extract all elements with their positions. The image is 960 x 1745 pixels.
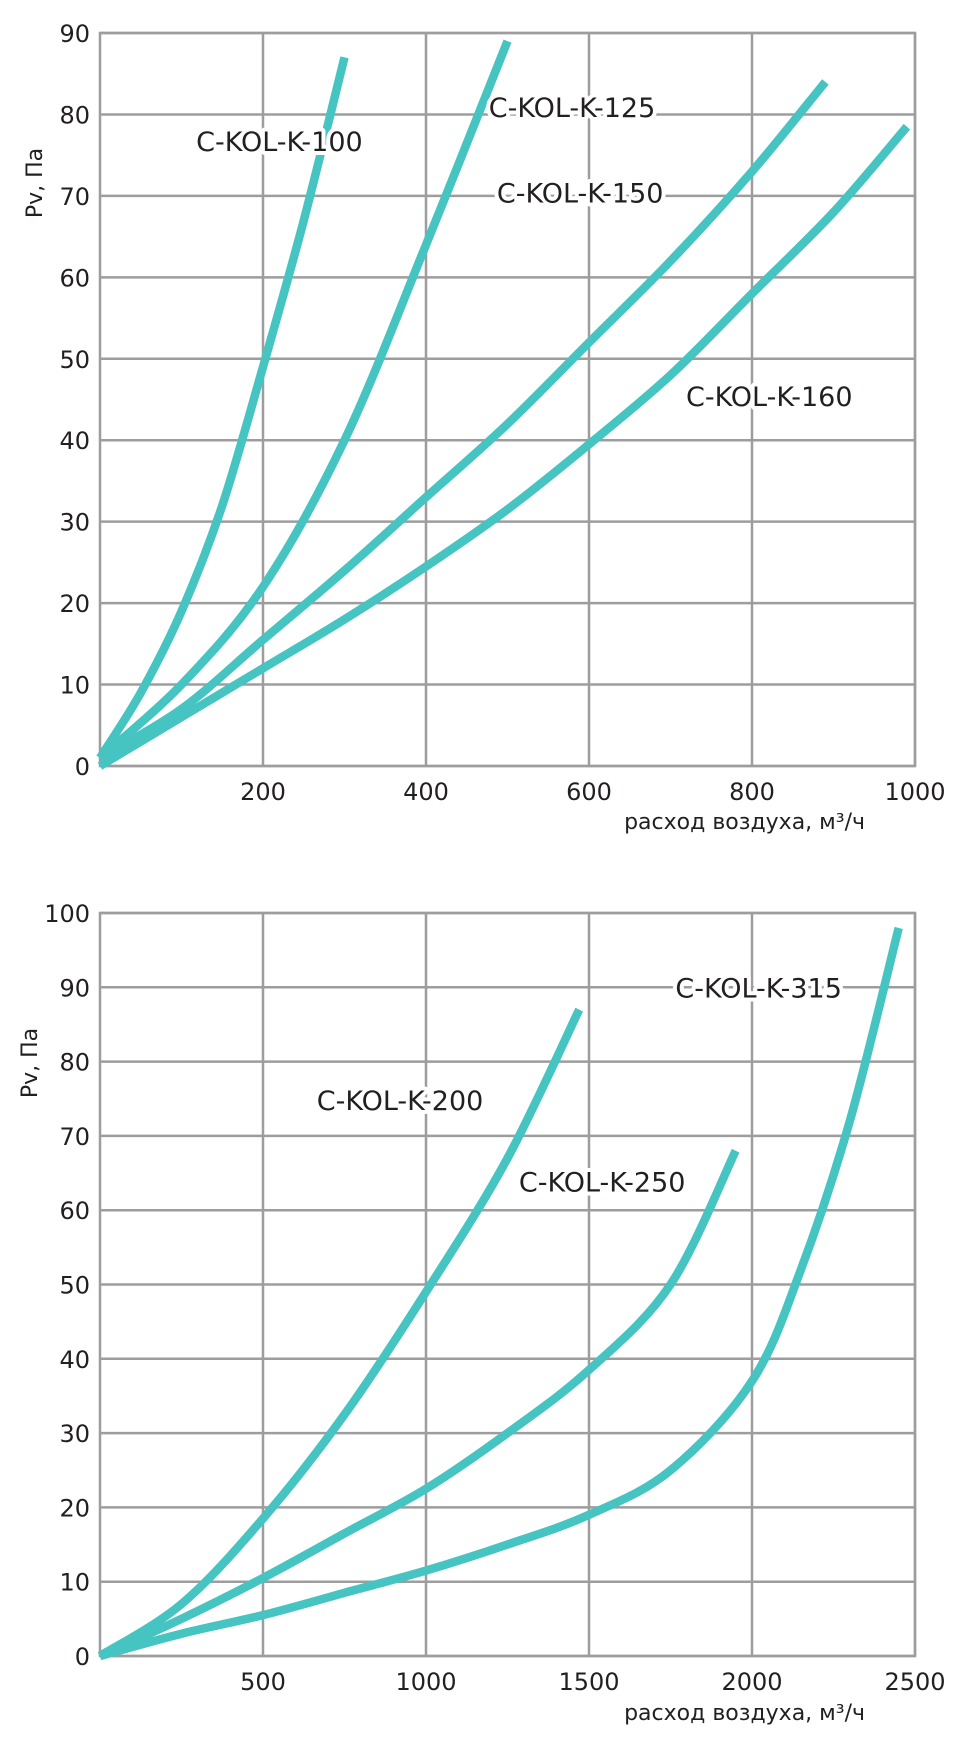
series-label: C-KOL-K-100: [196, 127, 363, 158]
series-line-c-kol-k-150: [97, 79, 829, 762]
chart-small-series: 200 400 600 800 1000 0 10 20 30 40 50 60 70 80 90 расхо…: [23, 20, 946, 835]
series-label-halo: C-KOL-K-250: [519, 1168, 686, 1199]
x-tick-label: 500: [240, 1668, 286, 1696]
y-tick-label: 80: [59, 101, 90, 129]
x-tick-label: 1000: [884, 778, 945, 806]
y-tick-label: 30: [59, 509, 90, 537]
x-axis-title: расход воздуха, м³/ч: [624, 1701, 865, 1726]
series-label-halo: C-KOL-K-150: [497, 178, 664, 209]
y-tick-label: 50: [59, 1272, 90, 1300]
series-label-halo: C-KOL-K-200: [317, 1086, 484, 1117]
x-tick-label: 800: [729, 778, 775, 806]
series-label-halo: C-KOL-K-315: [675, 974, 842, 1005]
series-label: C-KOL-K-250: [519, 1168, 686, 1199]
x-tick-label: 1000: [395, 1668, 456, 1696]
series-line-c-kol-k-315: [98, 926, 903, 1661]
y-tick-label: 90: [59, 974, 90, 1002]
y-tick-label: 20: [59, 1494, 90, 1522]
series-label-halo: C-KOL-K-160: [686, 382, 853, 413]
y-tick-label: 0: [75, 753, 90, 781]
y-tick-label: 70: [59, 183, 90, 211]
y-tick-label: 80: [59, 1049, 90, 1077]
x-tick-label: 2500: [884, 1668, 945, 1696]
series-line-c-kol-k-250: [98, 1148, 740, 1660]
y-tick-label: 0: [75, 1643, 90, 1671]
series-label: C-KOL-K-160: [686, 382, 853, 413]
x-tick-label: 400: [403, 778, 449, 806]
y-tick-label: 100: [44, 900, 90, 928]
x-tick-label: 200: [240, 778, 286, 806]
y-tick-label: 90: [59, 20, 90, 48]
series-line-c-kol-k-160: [97, 123, 911, 770]
series-label-halo: C-KOL-K-125: [489, 93, 656, 124]
y-axis-title: Pv, Па: [18, 1028, 43, 1098]
series-line-c-kol-k-200: [97, 1007, 584, 1660]
x-tick-label: 600: [566, 778, 612, 806]
y-tick-label: 40: [59, 427, 90, 455]
y-tick-label: 10: [59, 1569, 90, 1597]
x-axis-title: расход воздуха, м³/ч: [624, 810, 865, 835]
chart-large-series: 500 1000 1500 2000 2500 0 10 20 30 40 50 60 70 80 90 10…: [18, 900, 946, 1726]
series-label: C-KOL-K-200: [317, 1086, 484, 1117]
y-tick-label: 30: [59, 1420, 90, 1448]
series-line-c-kol-k-125: [97, 39, 512, 762]
series-label-halo: C-KOL-K-100: [196, 127, 363, 158]
series-label: C-KOL-K-125: [489, 93, 656, 124]
x-tick-label: 1500: [558, 1668, 619, 1696]
y-tick-label: 10: [59, 672, 90, 700]
y-tick-label: 60: [59, 1197, 90, 1225]
y-tick-label: 60: [59, 264, 90, 292]
y-tick-label: 50: [59, 346, 90, 374]
x-tick-label: 2000: [721, 1668, 782, 1696]
y-axis-title: Pv, Па: [23, 148, 48, 218]
series-label: C-KOL-K-315: [675, 974, 842, 1005]
series-line-c-kol-k-100: [96, 56, 349, 761]
series-label: C-KOL-K-150: [497, 178, 664, 209]
y-tick-label: 40: [59, 1346, 90, 1374]
y-tick-label: 20: [59, 590, 90, 618]
y-tick-label: 70: [59, 1123, 90, 1151]
